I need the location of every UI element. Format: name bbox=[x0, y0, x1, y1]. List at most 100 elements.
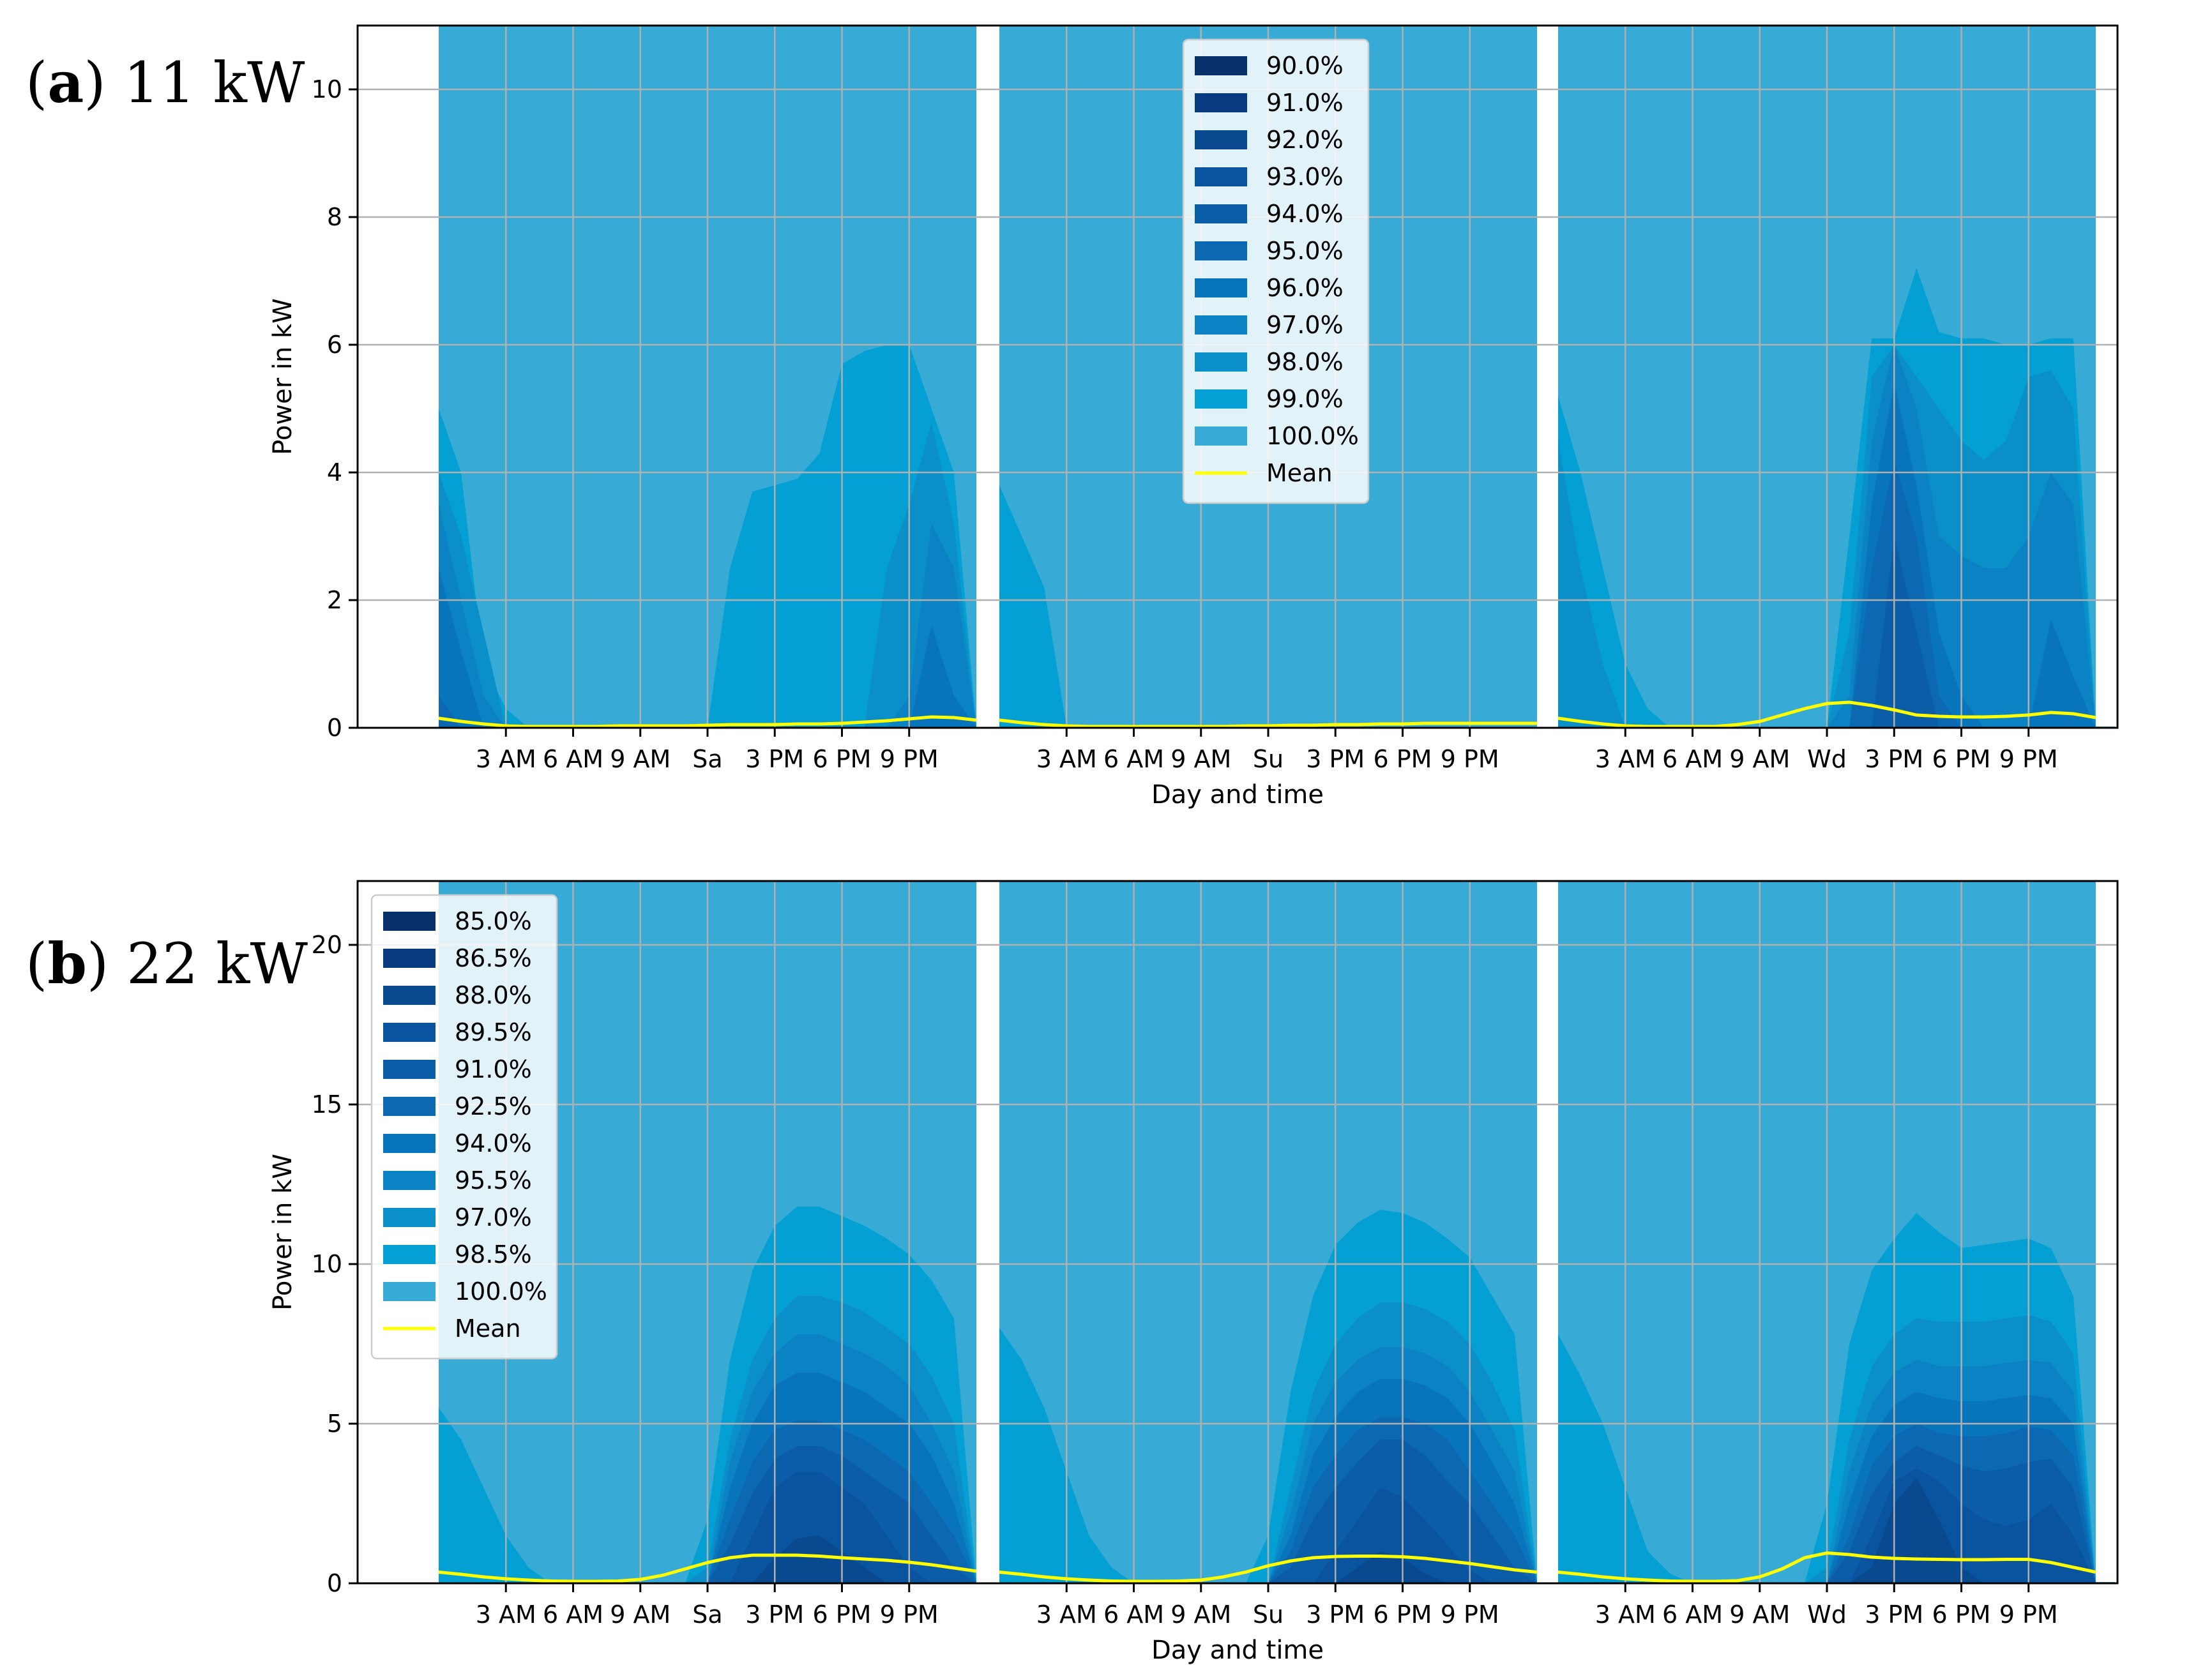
legend-label: 90.0% bbox=[1266, 52, 1344, 80]
ytick-label: 20 bbox=[312, 931, 342, 959]
xtick-label: 3 PM bbox=[1306, 745, 1365, 773]
legend-swatch bbox=[383, 912, 436, 931]
legend-swatch bbox=[383, 986, 436, 1005]
legend-label-mean: Mean bbox=[455, 1315, 521, 1343]
legend-swatch bbox=[1195, 315, 1247, 335]
xtick-label: 3 PM bbox=[1306, 1601, 1365, 1629]
legend-swatch bbox=[383, 1134, 436, 1153]
xtick-label: 9 PM bbox=[1999, 1601, 2058, 1629]
xtick-label: 9 AM bbox=[610, 1601, 670, 1629]
legend-label: 94.0% bbox=[1266, 200, 1344, 228]
ytick-label: 2 bbox=[327, 586, 342, 614]
legend-label: 100.0% bbox=[1266, 422, 1359, 450]
panel-label: (b) 22 kW bbox=[26, 930, 308, 997]
legend-swatch bbox=[1195, 241, 1247, 260]
ytick-label: 0 bbox=[327, 1569, 342, 1597]
xtick-label: Sa bbox=[692, 1601, 722, 1629]
ytick-label: 10 bbox=[312, 75, 342, 103]
xtick-label: 3 PM bbox=[1865, 745, 1923, 773]
area-99-0pct-day2 bbox=[999, 485, 1537, 728]
legend: 90.0% 91.0% 92.0% 93.0% 94.0% 95.0% 96.0% 97.0%… bbox=[1182, 38, 1370, 504]
legend-swatch bbox=[383, 1097, 436, 1116]
x-axis-label: Day and time bbox=[1151, 780, 1324, 810]
xtick-label: 3 PM bbox=[745, 745, 804, 773]
legend-box bbox=[1182, 38, 1370, 504]
ytick-label: 4 bbox=[327, 458, 342, 486]
xtick-label: 6 AM bbox=[1103, 745, 1164, 773]
axes-frame bbox=[356, 24, 2119, 729]
legend-swatch bbox=[1195, 426, 1247, 446]
legend-box bbox=[370, 894, 558, 1360]
xtick-label: Wd bbox=[1807, 745, 1847, 773]
legend-label: 97.0% bbox=[1266, 311, 1344, 339]
legend-swatch bbox=[1195, 352, 1247, 372]
xtick-label: Wd bbox=[1807, 1601, 1847, 1629]
legend-swatch bbox=[383, 1023, 436, 1042]
mean-line-day1 bbox=[438, 1553, 977, 1583]
legend-label-mean: Mean bbox=[1266, 459, 1333, 487]
legend-label: 98.0% bbox=[1266, 348, 1344, 376]
xtick-label: 3 AM bbox=[1595, 1601, 1656, 1629]
area-96-0pct-day3 bbox=[1558, 383, 2096, 728]
xtick-label: 3 AM bbox=[476, 1601, 536, 1629]
mean-line-day1 bbox=[438, 715, 977, 728]
legend-label: 94.0% bbox=[455, 1129, 532, 1157]
legend-label: 89.5% bbox=[455, 1018, 532, 1046]
xtick-label: 9 AM bbox=[1170, 1601, 1231, 1629]
panel-label-rest: ) 11 kW bbox=[84, 50, 305, 116]
xtick-label: 6 AM bbox=[543, 745, 603, 773]
legend-label: 88.0% bbox=[455, 981, 532, 1009]
ytick-label: 6 bbox=[327, 331, 342, 359]
legend-swatch bbox=[383, 1208, 436, 1227]
legend-label: 93.0% bbox=[1266, 163, 1344, 191]
mean-line-day2 bbox=[999, 718, 1537, 728]
mean-line-day2 bbox=[999, 1555, 1538, 1583]
xtick-label: 6 AM bbox=[1103, 1601, 1164, 1629]
legend-swatch bbox=[1195, 130, 1247, 149]
legend-swatch bbox=[383, 1245, 436, 1264]
legend-swatch bbox=[383, 1060, 436, 1079]
xtick-label: Su bbox=[1253, 1601, 1284, 1629]
xtick-label: Su bbox=[1253, 745, 1284, 773]
xtick-label: 3 AM bbox=[1036, 745, 1097, 773]
y-axis-label: Power in kW bbox=[268, 1154, 298, 1311]
xtick-label: 9 AM bbox=[1729, 745, 1790, 773]
mean-line-day3 bbox=[1557, 1551, 2096, 1583]
legend-label: 96.0% bbox=[1266, 274, 1344, 302]
xtick-label: 6 PM bbox=[1374, 745, 1432, 773]
xtick-label: 6 PM bbox=[1374, 1601, 1432, 1629]
legend-label: 85.0% bbox=[455, 907, 532, 935]
area-96-0pct-day1 bbox=[439, 568, 976, 728]
legend-label: 92.5% bbox=[455, 1092, 532, 1120]
legend-label: 92.0% bbox=[1266, 126, 1344, 154]
xtick-label: 9 PM bbox=[1999, 745, 2058, 773]
panel-label-open: ( bbox=[26, 50, 47, 116]
legend-label: 99.0% bbox=[1266, 385, 1344, 413]
legend-label: 91.0% bbox=[455, 1055, 532, 1083]
legend-swatch bbox=[383, 1171, 436, 1190]
xtick-label: 6 AM bbox=[543, 1601, 603, 1629]
xtick-label: 9 AM bbox=[1729, 1601, 1790, 1629]
xtick-label: 3 AM bbox=[1036, 1601, 1097, 1629]
legend-swatch bbox=[383, 1282, 436, 1301]
xtick-label: 6 AM bbox=[1662, 745, 1723, 773]
panel-label-open: ( bbox=[26, 931, 47, 997]
ytick-label: 15 bbox=[312, 1090, 342, 1119]
legend-label: 100.0% bbox=[455, 1277, 547, 1306]
plot-area bbox=[358, 26, 2117, 728]
legend-label: 86.5% bbox=[455, 944, 532, 972]
xtick-label: 9 AM bbox=[610, 745, 670, 773]
legend-swatch bbox=[1195, 167, 1247, 186]
ytick-label: 5 bbox=[327, 1410, 342, 1438]
xtick-label: 3 PM bbox=[1865, 1601, 1923, 1629]
legend-label: 95.0% bbox=[1266, 237, 1344, 265]
panel-label-letter: b bbox=[47, 930, 87, 997]
panel-label: (a) 11 kW bbox=[26, 49, 305, 116]
xtick-label: Sa bbox=[692, 745, 722, 773]
ytick-label: 10 bbox=[312, 1250, 342, 1278]
legend-swatch bbox=[1195, 204, 1247, 223]
ytick-label: 0 bbox=[327, 714, 342, 742]
legend-swatch bbox=[1195, 278, 1247, 298]
